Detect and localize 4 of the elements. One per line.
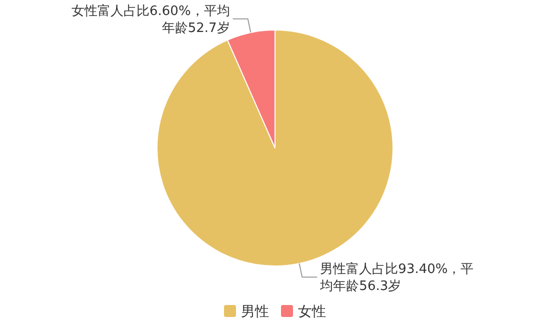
legend-label: 男性 xyxy=(241,304,269,320)
data-label: 女性富人占比6.60%，平均年龄52.7岁 xyxy=(72,2,230,36)
data-label: 男性富人占比93.40%，平均年龄56.3岁 xyxy=(319,261,474,294)
legend-label: 女性 xyxy=(298,304,326,320)
